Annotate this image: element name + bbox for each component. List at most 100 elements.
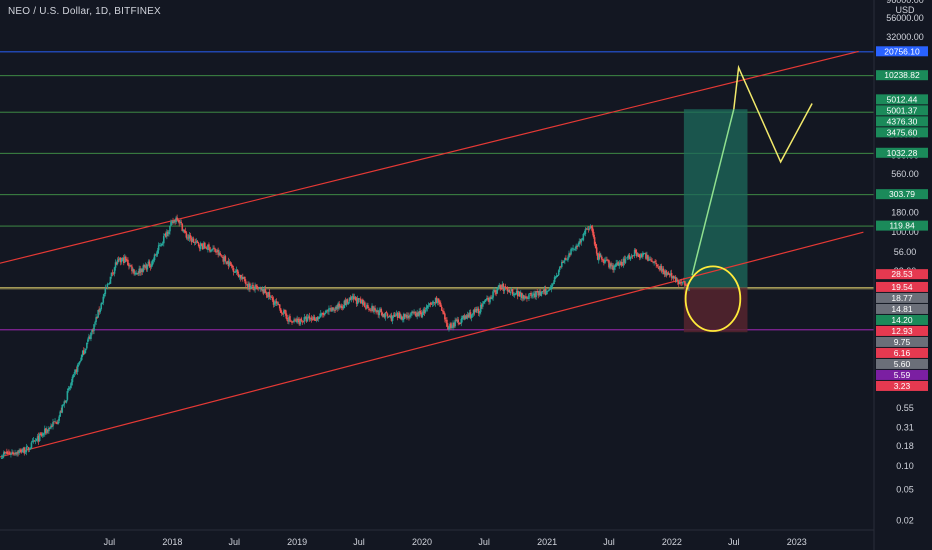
- candle-body: [601, 256, 603, 260]
- candle-body: [301, 321, 304, 323]
- candle-body: [81, 350, 84, 356]
- candle-body: [186, 237, 189, 239]
- candle-body: [674, 277, 677, 282]
- channel-line: [0, 231, 864, 458]
- candle-body: [48, 427, 50, 432]
- candle-body: [360, 299, 363, 304]
- candle-body: [85, 348, 87, 351]
- candle-body: [293, 319, 295, 322]
- candle-body: [564, 258, 566, 261]
- level-price-label: 19.54: [891, 282, 913, 292]
- candle-body: [235, 269, 238, 273]
- candle-body: [1, 456, 4, 458]
- candle-body: [405, 314, 407, 317]
- candle-body: [87, 339, 89, 343]
- candle-body: [651, 260, 653, 262]
- candle-body: [184, 230, 187, 233]
- candle-body: [611, 265, 613, 266]
- candle-body: [492, 291, 494, 298]
- candle-body: [146, 264, 149, 270]
- candle-body: [106, 284, 109, 288]
- candle-body: [292, 321, 294, 323]
- x-tick-label: Jul: [478, 537, 490, 547]
- candle-body: [475, 308, 478, 311]
- candle-body: [27, 447, 30, 451]
- candle-body: [51, 425, 53, 427]
- candle-body: [334, 310, 336, 311]
- candle-body: [403, 313, 405, 320]
- candle-body: [355, 299, 358, 304]
- candle-body: [343, 300, 346, 309]
- candle-body: [336, 307, 338, 309]
- candle-body: [227, 261, 230, 267]
- candle-body: [365, 307, 367, 309]
- candle-body: [451, 327, 453, 329]
- candle-body: [349, 297, 352, 300]
- candle-body: [642, 253, 644, 257]
- candle-body: [456, 319, 458, 321]
- y-tick-label: 96000.00: [886, 0, 924, 5]
- candle-body: [299, 319, 302, 325]
- candle-body: [108, 283, 111, 285]
- candle-body: [673, 276, 676, 278]
- candle-body: [297, 318, 299, 321]
- candle-body: [414, 312, 416, 314]
- candle-body: [386, 313, 389, 317]
- candle-body: [164, 233, 166, 236]
- level-price-label: 119.84: [889, 221, 915, 231]
- candle-body: [649, 258, 651, 260]
- candle-body: [149, 265, 152, 268]
- level-price-label-bg: [876, 380, 928, 391]
- candle-body: [195, 240, 198, 243]
- level-price-label: 3475.60: [887, 127, 918, 137]
- candle-body: [224, 256, 227, 261]
- candle-body: [254, 285, 256, 290]
- candle-body: [445, 320, 447, 321]
- candle-body: [220, 255, 223, 257]
- candle-body: [217, 249, 219, 255]
- candle-body: [540, 291, 543, 296]
- candle-body: [82, 350, 85, 355]
- level-price-label: 3.23: [894, 381, 911, 391]
- candle-body: [368, 308, 370, 310]
- candle-body: [467, 314, 470, 318]
- candle-body: [41, 433, 44, 436]
- level-price-label-bg: [876, 220, 928, 231]
- candle-body: [610, 263, 612, 267]
- candle-body: [420, 312, 423, 317]
- candle-body: [117, 259, 120, 261]
- candle-body: [561, 261, 563, 267]
- candle-body: [602, 259, 604, 261]
- candle-body: [585, 228, 588, 230]
- candle-body: [30, 442, 33, 449]
- candle-body: [258, 288, 260, 290]
- candle-body: [21, 451, 24, 453]
- candle-body: [200, 243, 203, 245]
- candle-body: [58, 416, 60, 421]
- candle-body: [323, 314, 325, 316]
- candle-body: [670, 272, 673, 278]
- candle-body: [539, 291, 542, 296]
- candle-body: [384, 312, 387, 318]
- candle-body: [36, 436, 39, 440]
- level-price-label: 4376.30: [887, 116, 918, 126]
- candle-body: [563, 261, 565, 263]
- candle-body: [641, 254, 643, 257]
- candles: [0, 214, 690, 459]
- candle-body: [70, 382, 73, 386]
- candle-body: [556, 274, 559, 277]
- candle-body: [233, 271, 236, 273]
- candle-body: [13, 453, 15, 455]
- candle-body: [579, 241, 582, 243]
- candle-body: [345, 299, 348, 306]
- candle-body: [302, 321, 305, 323]
- candle-body: [317, 316, 320, 319]
- candle-body: [404, 314, 406, 317]
- candle-body: [408, 315, 410, 318]
- candle-body: [159, 245, 162, 247]
- candle-body: [167, 232, 169, 234]
- candle-body: [152, 259, 155, 261]
- candle-body: [507, 289, 510, 292]
- candle-body: [144, 265, 147, 268]
